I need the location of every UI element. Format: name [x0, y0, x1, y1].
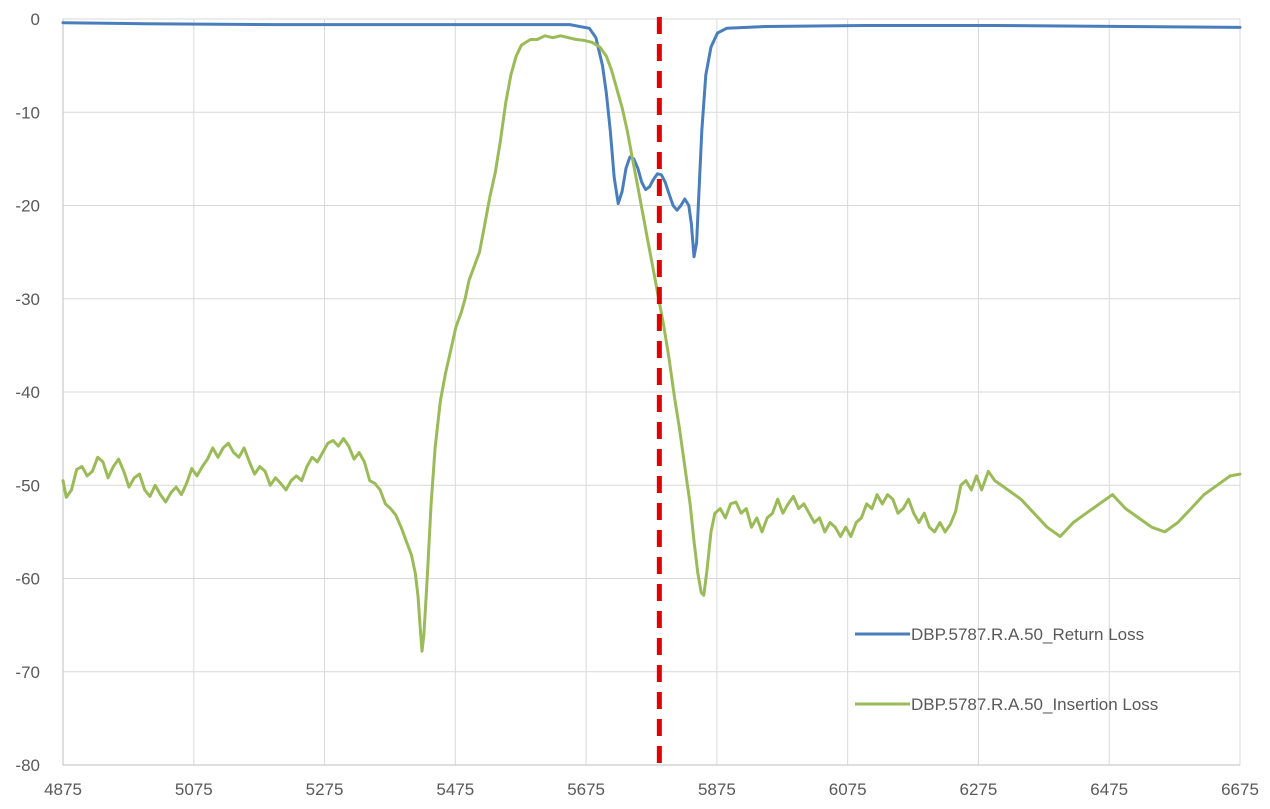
series-line-return-loss: [61, 21, 1242, 259]
x-tick-label: 6675: [1221, 780, 1259, 799]
y-tick-label: 0: [31, 10, 40, 29]
y-tick-label: -30: [15, 290, 40, 309]
x-tick-label: 4875: [44, 780, 82, 799]
series-line-insertion-loss: [61, 34, 1242, 653]
legend: DBP.5787.R.A.50_Return Loss DBP.5787.R.A.…: [855, 625, 1158, 714]
y-tick-label: -60: [15, 570, 40, 589]
x-tick-label: 5875: [698, 780, 736, 799]
x-tick-label: 5075: [175, 780, 213, 799]
y-tick-label: -80: [15, 756, 40, 775]
x-tick-label: 5475: [436, 780, 474, 799]
legend-label-insertion-loss: DBP.5787.R.A.50_Insertion Loss: [911, 695, 1158, 714]
x-tick-label: 5275: [306, 780, 344, 799]
x-tick-label: 6275: [960, 780, 998, 799]
legend-label-return-loss: DBP.5787.R.A.50_Return Loss: [911, 625, 1144, 644]
y-tick-label: -40: [15, 383, 40, 402]
y-tick-label: -70: [15, 663, 40, 682]
x-tick-label: 6075: [829, 780, 867, 799]
x-tick-label: 5675: [567, 780, 605, 799]
y-tick-label: -20: [15, 197, 40, 216]
x-tick-label: 6475: [1090, 780, 1128, 799]
y-tick-label: -50: [15, 476, 40, 495]
y-tick-label: -10: [15, 103, 40, 122]
series-lines: [61, 17, 1242, 763]
grid: [62, 18, 1241, 766]
